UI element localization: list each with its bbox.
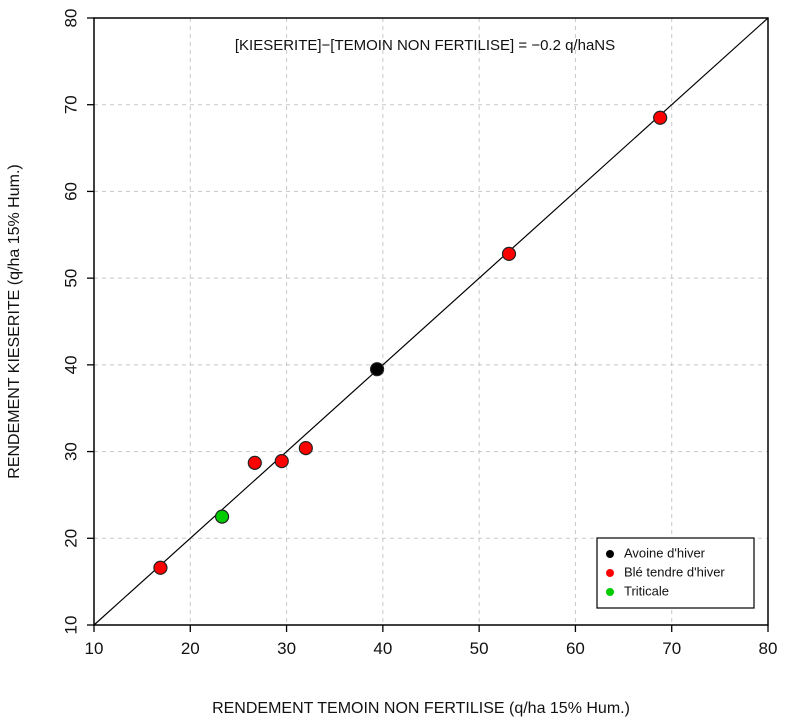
y-tick-label: 40 (61, 355, 80, 374)
x-tick-label: 40 (373, 639, 392, 658)
y-axis-title: RENDEMENT KIESERITE (q/ha 15% Hum.) (6, 164, 23, 478)
data-point (153, 560, 168, 575)
y-tick-label: 60 (61, 182, 80, 201)
legend-box (596, 537, 755, 609)
identity-line (93, 17, 769, 626)
legend-entry: Triticale (624, 583, 669, 598)
plot-frame (93, 17, 769, 626)
data-point (214, 509, 230, 524)
annotation-text: [KIESERITE]−[TEMOIN NON FERTILISE] = −0.… (235, 37, 615, 54)
data-point (247, 455, 262, 470)
x-tick-label: 20 (181, 639, 200, 658)
y-tick-label: 50 (61, 269, 80, 288)
x-tick-label: 80 (759, 639, 778, 658)
y-tick-label: 10 (61, 616, 80, 635)
x-axis-title: RENDEMENT TEMOIN NON FERTILISE (q/ha 15%… (212, 700, 630, 717)
data-point (298, 441, 313, 456)
legend-entry: Avoine d'hiver (624, 545, 706, 560)
data-point (274, 454, 289, 469)
x-tick-label: 60 (566, 639, 585, 658)
y-tick-label: 70 (61, 95, 80, 114)
legend-marker (606, 550, 614, 558)
x-tick-label: 50 (470, 639, 489, 658)
y-tick-label: 80 (61, 9, 80, 28)
data-point (653, 110, 668, 125)
legend: Avoine d'hiver Blé tendre d'hiver Tritical… (596, 537, 755, 609)
x-tick-label: 10 (85, 639, 104, 658)
y-tick-label: 30 (61, 442, 80, 461)
x-tick-label: 30 (277, 639, 296, 658)
legend-entry: Blé tendre d'hiver (624, 564, 725, 579)
axis-ticks: 10 20 30 40 50 60 70 80 10 20 30 40 50 60 70 80 (61, 9, 777, 658)
x-tick-label: 70 (662, 639, 681, 658)
y-tick-label: 20 (61, 529, 80, 548)
legend-marker (606, 588, 614, 596)
grid-lines (94, 18, 768, 625)
legend-marker (606, 569, 614, 577)
data-point (501, 246, 517, 261)
data-points (153, 110, 668, 575)
data-point (369, 362, 385, 377)
